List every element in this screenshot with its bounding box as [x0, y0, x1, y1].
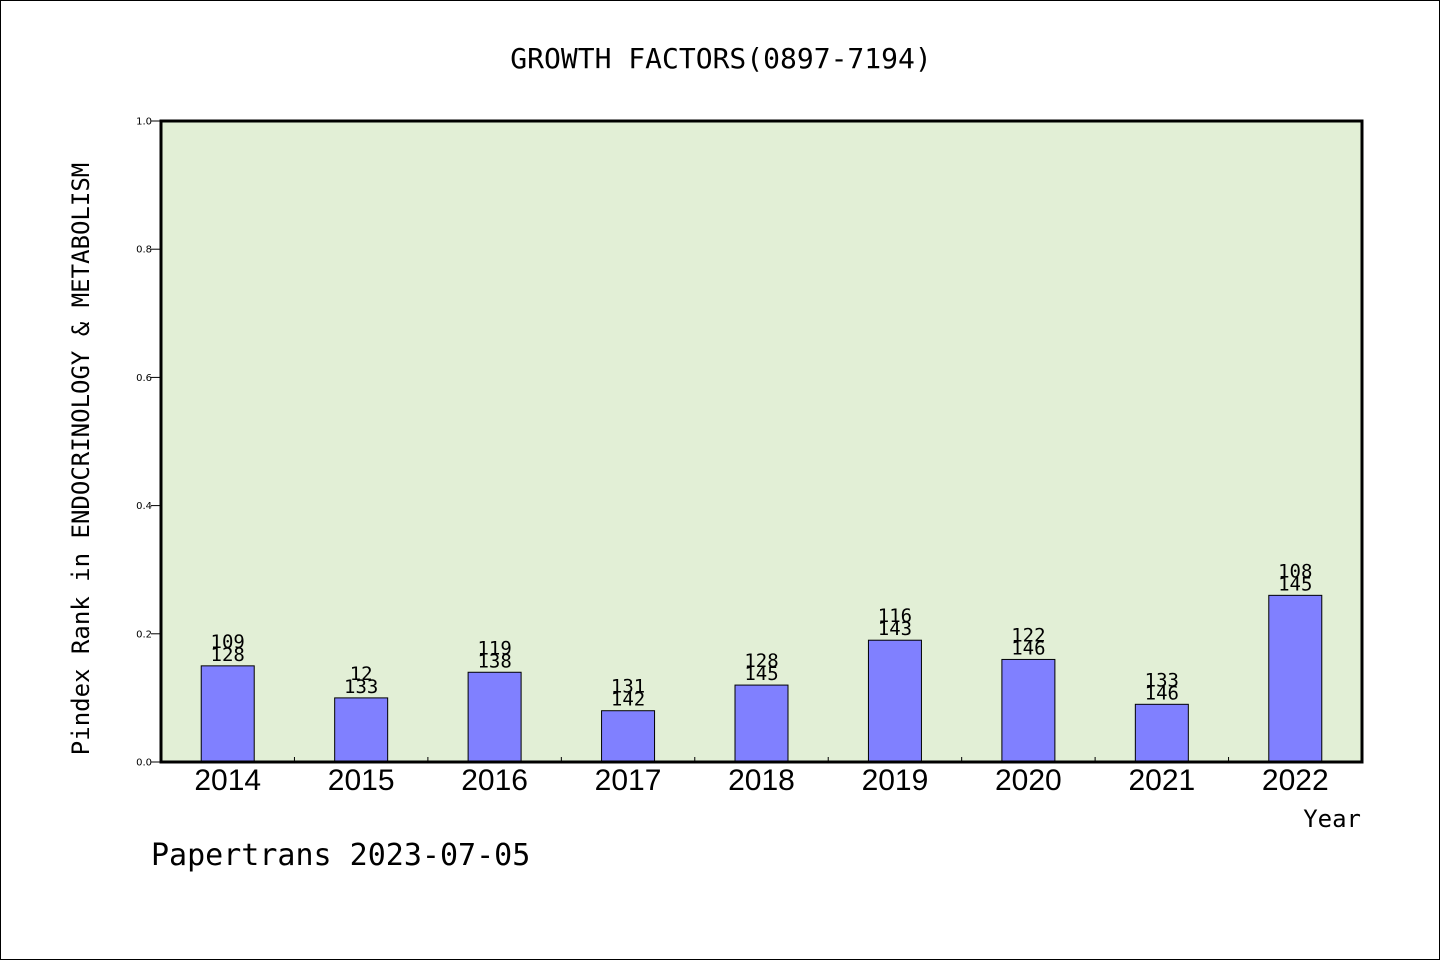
y-tick-label: 0.2 [136, 629, 152, 640]
bar-2019 [867, 639, 922, 763]
bar-total-label: 145 [744, 663, 778, 685]
plot-area [161, 121, 1362, 762]
footer-credit: Papertrans 2023-07-05 [151, 838, 530, 873]
bars-group [200, 594, 1323, 763]
x-axis: 2014 2015 2016 2017 2018 2019 2020 2021 2022 [194, 757, 1329, 797]
y-tick-label: 0.4 [136, 501, 152, 512]
x-tick-label: 2014 [194, 764, 261, 797]
bar-total-label: 145 [1278, 573, 1312, 595]
bar-total-label: 133 [344, 676, 378, 698]
bar-total-label: 146 [1145, 682, 1179, 704]
bar-total-label: 143 [878, 618, 912, 640]
x-axis-label: Year [1303, 805, 1361, 833]
y-axis-label: Pindex Rank in ENDOCRINOLOGY & METABOLIS… [67, 163, 95, 755]
x-tick-label: 2019 [862, 764, 929, 797]
bar-total-label: 142 [611, 689, 645, 711]
x-tick-label: 2018 [728, 764, 795, 797]
x-tick-label: 2016 [461, 764, 528, 797]
bar-labels-group: 1281091331213811914213114512814311614612… [211, 560, 1313, 710]
bar-rank-label: 108 [1278, 560, 1312, 582]
bar-rank-label: 128 [744, 650, 778, 672]
bar-2018 [734, 684, 789, 763]
y-tick-label: 0.6 [136, 373, 152, 384]
bar-rank-label: 109 [211, 631, 245, 653]
bar-rank-label: 12 [350, 663, 373, 685]
bar-2021 [1134, 703, 1189, 763]
bar-rank-label: 122 [1011, 624, 1045, 646]
x-tick-label: 2020 [995, 764, 1062, 797]
x-tick-label: 2022 [1262, 764, 1329, 797]
bar-2016 [467, 671, 522, 763]
bar-rank-label: 131 [611, 676, 645, 698]
x-tick-label: 2017 [595, 764, 662, 797]
y-tick-label: 0.0 [136, 758, 152, 769]
y-axis: 0.0 0.2 0.4 0.6 0.8 1.0 [136, 117, 161, 769]
bar-2014 [200, 665, 255, 763]
bar-total-label: 128 [211, 644, 245, 666]
bar-2015 [334, 697, 389, 763]
bar-rank-label: 116 [878, 605, 912, 627]
x-tick-label: 2015 [328, 764, 395, 797]
bar-rank-label: 119 [477, 637, 511, 659]
bar-total-label: 146 [1011, 637, 1045, 659]
bar-total-label: 138 [477, 650, 511, 672]
bar-2017 [601, 710, 656, 763]
bar-rank-label: 133 [1145, 669, 1179, 691]
y-tick-label: 0.8 [136, 245, 152, 256]
plot-border [159, 119, 1364, 764]
x-tick-label: 2021 [1128, 764, 1195, 797]
bar-2022 [1268, 594, 1323, 763]
chart-title: GROWTH FACTORS(0897-7194) [510, 42, 931, 75]
bar-2020 [1001, 658, 1056, 763]
y-tick-label: 1.0 [136, 117, 152, 128]
